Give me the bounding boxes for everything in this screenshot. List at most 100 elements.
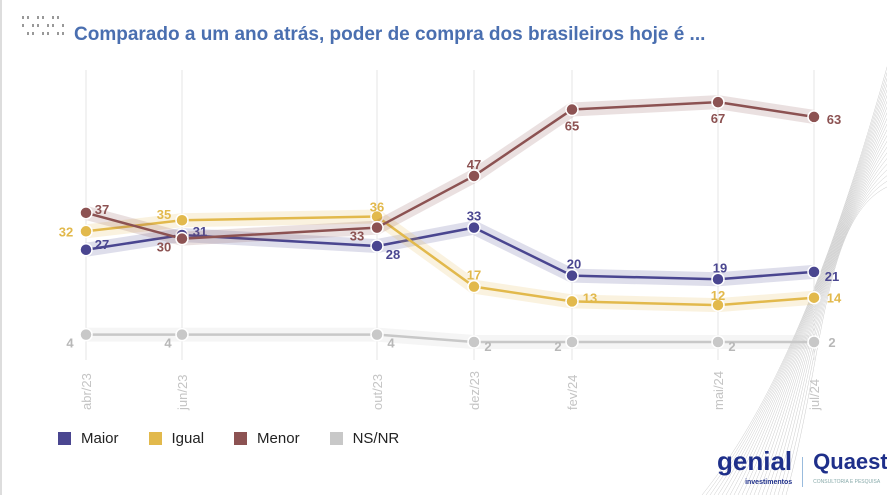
data-label: 63: [827, 112, 841, 127]
decorative-wave: [733, 112, 887, 495]
data-label: 33: [467, 209, 481, 224]
data-label: 33: [350, 229, 364, 244]
decorative-wave: [701, 66, 887, 495]
data-point: [467, 169, 481, 183]
x-tick-label: fev/24: [565, 375, 580, 410]
data-label: 2: [828, 335, 835, 350]
decorative-wave: [749, 135, 887, 495]
legend-item-maior: Maior: [58, 430, 119, 447]
data-point: [79, 327, 93, 342]
chart-title: Comparado a um ano atrás, poder de compr…: [74, 24, 706, 45]
data-point: [711, 335, 725, 349]
data-label: 17: [467, 268, 481, 283]
decorative-dots: [22, 16, 64, 35]
decorative-wave: [769, 163, 887, 495]
data-point: [807, 110, 821, 124]
data-label: 30: [157, 240, 171, 255]
decorative-wave: [729, 106, 887, 495]
data-label: 4: [387, 336, 395, 351]
data-point: [565, 294, 579, 309]
data-label: 65: [565, 119, 579, 134]
data-point: [79, 206, 93, 220]
data-point: [711, 95, 725, 109]
data-label: 20: [567, 257, 581, 272]
legend-label: Menor: [257, 430, 300, 447]
decorative-wave: [717, 89, 887, 495]
x-tick-label: jul/24: [807, 379, 822, 411]
x-tick-label: dez/23: [467, 371, 482, 410]
decorative-wave: [725, 100, 887, 495]
decorative-wave: [709, 77, 887, 495]
data-point: [711, 272, 725, 287]
data-point: [370, 220, 384, 235]
data-label: 12: [711, 288, 725, 303]
data-label: 21: [825, 269, 839, 284]
data-point: [807, 290, 821, 305]
data-point: [711, 298, 725, 312]
data-point: [467, 335, 481, 349]
data-point: [467, 279, 481, 294]
data-point: [175, 327, 189, 342]
data-label: 2: [484, 339, 491, 354]
data-point: [807, 265, 821, 279]
data-label: 14: [827, 291, 842, 306]
x-tick-label: mai/24: [711, 371, 726, 410]
data-point: [175, 231, 189, 246]
data-label: 32: [59, 224, 73, 239]
decorative-wave: [741, 123, 887, 495]
data-point: [565, 335, 579, 349]
quaest-logo: Quaest CONSULTORIA E PESQUISA: [813, 449, 887, 486]
x-tick-label: abr/23: [79, 373, 94, 410]
logo-divider: [802, 457, 804, 487]
legend-swatch: [329, 432, 343, 445]
decorative-wave: [773, 169, 887, 495]
decorative-wave: [713, 83, 887, 495]
data-label: 31: [193, 224, 207, 239]
decorative-wave: [757, 146, 887, 495]
data-label: 2: [728, 339, 735, 354]
decorative-wave: [721, 94, 887, 495]
decorative-wave: [745, 129, 887, 495]
x-tick-label: out/23: [370, 374, 385, 410]
logos: genial investimentos Quaest CONSULTORIA E …: [717, 446, 887, 494]
data-point: [79, 224, 93, 239]
data-label: 67: [711, 111, 725, 126]
decorative-wave: [705, 71, 887, 495]
legend: Maior Igual Menor NS/NR: [58, 430, 399, 447]
data-point: [807, 335, 821, 349]
decorative-wave: [781, 181, 887, 495]
data-label: 19: [713, 260, 727, 275]
x-tick-label: jun/23: [175, 375, 190, 411]
data-label: 37: [95, 202, 109, 217]
data-label: 13: [583, 290, 597, 305]
data-label: 27: [95, 237, 109, 252]
data-point: [175, 213, 189, 227]
legend-label: NS/NR: [352, 430, 400, 447]
legend-swatch: [148, 432, 162, 445]
genial-logo: genial investimentos: [717, 446, 793, 486]
decorative-wave: [761, 152, 887, 495]
legend-item-nsnr: NS/NR: [329, 430, 400, 447]
data-label: 36: [370, 200, 384, 215]
data-point: [370, 239, 384, 253]
decorative-wave: [777, 175, 887, 495]
data-point: [79, 243, 93, 257]
data-point: [370, 327, 384, 342]
data-label: 28: [386, 247, 400, 262]
legend-swatch: [234, 432, 248, 445]
decorative-wave: [737, 117, 887, 495]
legend-label: Maior: [81, 430, 119, 447]
data-label: 4: [66, 336, 74, 351]
data-point: [467, 220, 481, 235]
decorative-wave: [765, 158, 887, 495]
legend-item-igual: Igual: [148, 430, 205, 447]
legend-label: Igual: [171, 430, 205, 447]
data-label: 47: [467, 157, 481, 172]
legend-swatch: [58, 432, 71, 445]
data-label: 35: [157, 207, 171, 222]
data-point: [565, 102, 579, 117]
data-label: 4: [164, 336, 172, 351]
decorative-wave: [785, 186, 887, 495]
